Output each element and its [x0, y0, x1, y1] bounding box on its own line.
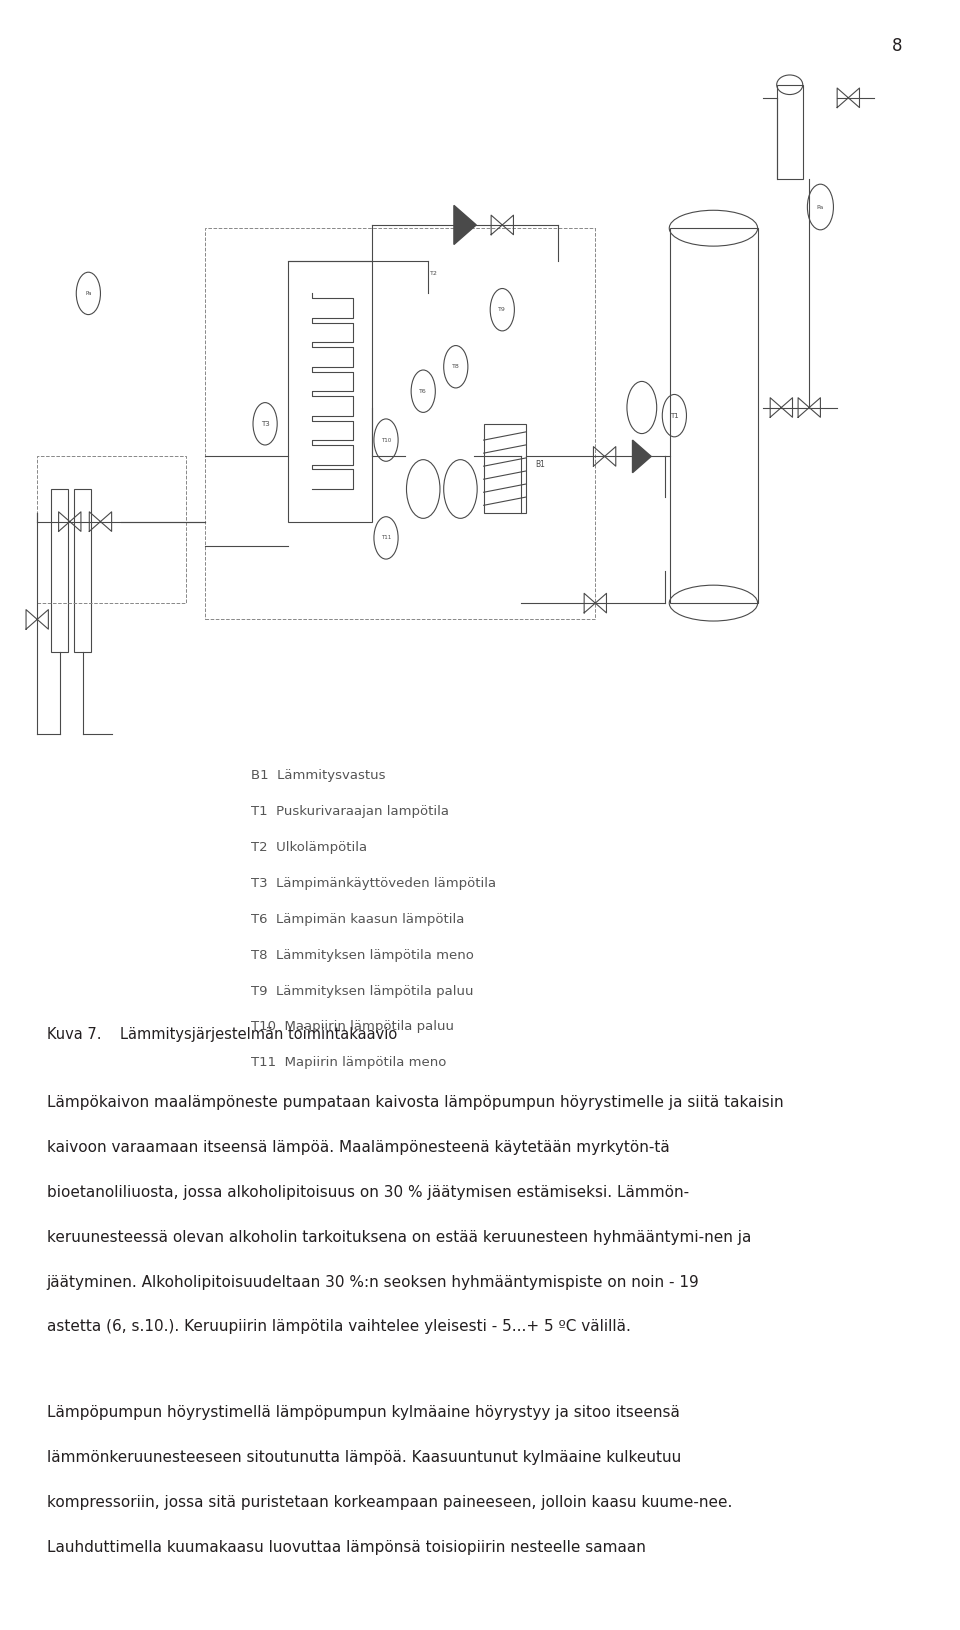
Text: Lämpöpumpun höyrystimellä lämpöpumpun kylmäaine höyrystyy ja sitoo itseensä: Lämpöpumpun höyrystimellä lämpöpumpun ky…	[46, 1405, 680, 1420]
Text: T6: T6	[420, 388, 427, 394]
Text: T1  Puskurivaraajan lampötila: T1 Puskurivaraajan lampötila	[252, 805, 449, 818]
Text: T1: T1	[670, 412, 679, 419]
Text: B1: B1	[535, 460, 544, 469]
Text: T10: T10	[381, 437, 391, 443]
Bar	[777, 85, 803, 179]
Bar	[670, 228, 758, 603]
Text: T11  Mapiirin lämpötila meno: T11 Mapiirin lämpötila meno	[252, 1056, 446, 1069]
Text: Pa: Pa	[85, 290, 91, 297]
Text: Lauhduttimella kuumakaasu luovuttaa lämpönsä toisiopiirin nesteelle samaan: Lauhduttimella kuumakaasu luovuttaa lämp…	[46, 1539, 645, 1555]
Text: T6  Lämpimän kaasun lämpötila: T6 Lämpimän kaasun lämpötila	[252, 913, 465, 926]
Text: T9: T9	[498, 306, 506, 313]
Bar	[37, 456, 186, 603]
Text: kaivoon varaamaan itseensä lämpöä. Maalämpönesteenä käytetään myrkytön-tä: kaivoon varaamaan itseensä lämpöä. Maalä…	[46, 1141, 669, 1156]
Bar	[204, 228, 595, 619]
Text: T2: T2	[430, 271, 438, 277]
Text: keruunesteessä olevan alkoholin tarkoituksena on estää keruunesteen hyhmääntymi-: keruunesteessä olevan alkoholin tarkoitu…	[46, 1229, 751, 1245]
Text: T2  Ulkolämpötila: T2 Ulkolämpötila	[252, 841, 368, 854]
Bar	[51, 489, 68, 652]
Text: Kuva 7.    Lämmitysjärjestelmän toimintakaavio: Kuva 7. Lämmitysjärjestelmän toimintakaa…	[46, 1027, 396, 1042]
Text: 8: 8	[892, 37, 902, 55]
Text: Pa: Pa	[817, 204, 824, 210]
Bar	[75, 489, 91, 652]
Text: astetta (6, s.10.). Keruupiirin lämpötila vaihtelee yleisesti - 5...+ 5 ºC välil: astetta (6, s.10.). Keruupiirin lämpötil…	[46, 1320, 631, 1335]
Text: T3  Lämpimänkäyttöveden lämpötila: T3 Lämpimänkäyttöveden lämpötila	[252, 877, 496, 890]
Text: T11: T11	[381, 535, 391, 541]
Text: T8  Lämmityksen lämpötila meno: T8 Lämmityksen lämpötila meno	[252, 949, 474, 962]
Text: T10  Maapiirin lämpötila paluu: T10 Maapiirin lämpötila paluu	[252, 1020, 454, 1033]
Bar	[484, 424, 525, 513]
Text: T8: T8	[452, 363, 460, 370]
Text: T9  Lämmityksen lämpötila paluu: T9 Lämmityksen lämpötila paluu	[252, 985, 473, 998]
Text: bioetanoliliuosta, jossa alkoholipitoisuus on 30 % jäätymisen estämiseksi. Lämmö: bioetanoliliuosta, jossa alkoholipitoisu…	[46, 1185, 688, 1200]
Polygon shape	[633, 440, 651, 473]
Text: lämmönkeruunesteeseen sitoutunutta lämpöä. Kaasuuntunut kylmäaine kulkeutuu: lämmönkeruunesteeseen sitoutunutta lämpö…	[46, 1451, 681, 1465]
Text: kompressoriin, jossa sitä puristetaan korkeampaan paineeseen, jolloin kaasu kuum: kompressoriin, jossa sitä puristetaan ko…	[46, 1495, 732, 1509]
Text: jäätyminen. Alkoholipitoisuudeltaan 30 %:n seoksen hyhmääntymispiste on noin - 1: jäätyminen. Alkoholipitoisuudeltaan 30 %…	[46, 1275, 699, 1289]
Text: Lämpökaivon maalämpöneste pumpataan kaivosta lämpöpumpun höyrystimelle ja siitä : Lämpökaivon maalämpöneste pumpataan kaiv…	[46, 1095, 783, 1110]
Bar	[288, 261, 372, 522]
Polygon shape	[454, 205, 476, 244]
Text: T3: T3	[261, 421, 270, 427]
Text: B1  Lämmitysvastus: B1 Lämmitysvastus	[252, 769, 386, 782]
